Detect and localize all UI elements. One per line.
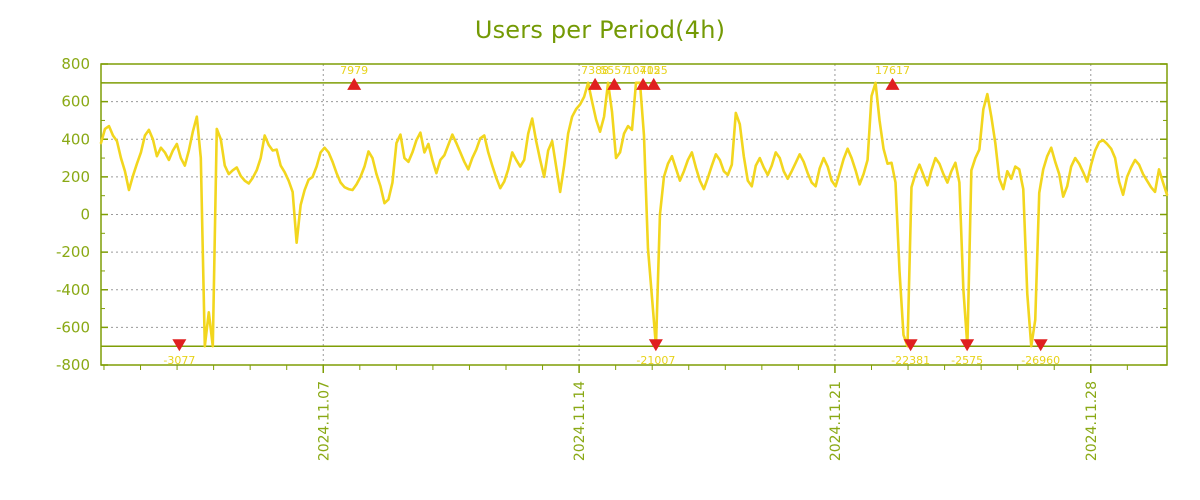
- annotation-value-label: 4025: [640, 64, 668, 77]
- marker-triangle-up: [347, 77, 362, 90]
- annotation-value-label: 7388: [581, 64, 609, 77]
- x-axis-tick-label: 2024.11.28: [1084, 381, 1100, 461]
- x-axis-tick-label: 2024.11.14: [572, 381, 588, 461]
- y-axis-tick-label: 400: [61, 130, 90, 148]
- y-axis-tick-label: -600: [56, 318, 90, 336]
- marker-triangle-down: [1033, 339, 1048, 352]
- marker-triangle-down: [903, 339, 918, 352]
- data-series-users: [99, 81, 1169, 348]
- page-title: Users per Period(4h): [474, 16, 726, 44]
- clip-limit-lines: [101, 82, 1167, 347]
- annotation-value-label: -26960: [1021, 354, 1060, 367]
- annotation-value-label: 7979: [340, 64, 368, 77]
- annotation-value-label: 5557: [600, 64, 628, 77]
- annotation-markers: [172, 77, 1048, 352]
- y-axis-tick-label: 600: [61, 93, 90, 111]
- y-axis-tick-label: 0: [80, 206, 90, 224]
- x-axis-tick-label: 2024.11.07: [316, 381, 332, 461]
- x-axis-tick-label: 2024.11.21: [828, 381, 844, 461]
- annotation-value-label: 17617: [875, 64, 910, 77]
- annotation-value-label: -2575: [951, 354, 983, 367]
- y-axis-tick-label: -800: [56, 356, 90, 374]
- y-axis-ticks: 800 600 400 200 0 -200 -400 -600 -800: [56, 55, 90, 374]
- marker-triangle-up: [885, 77, 900, 90]
- marker-triangle-down: [648, 339, 663, 352]
- x-axis-ticks: 2024.11.07 2024.11.14 2024.11.21 2024.11.28: [316, 381, 1100, 461]
- y-axis-tick-label: -200: [56, 243, 90, 261]
- marker-triangle-up: [588, 77, 603, 90]
- marker-triangle-down: [960, 339, 975, 352]
- marker-triangle-up: [636, 77, 651, 90]
- y-axis-tick-label: -400: [56, 281, 90, 299]
- series-line-users: [99, 81, 1169, 348]
- y-axis-tick-label: 800: [61, 55, 90, 73]
- marker-triangle-up: [607, 77, 622, 90]
- grid-layer: [101, 64, 1167, 365]
- marker-triangle-up: [646, 77, 661, 90]
- annotation-value-label: -3077: [163, 354, 195, 367]
- annotation-value-label: -21007: [636, 354, 675, 367]
- marker-triangle-down: [172, 339, 187, 352]
- y-axis-tick-label: 200: [61, 168, 90, 186]
- annotation-value-label: 10715: [626, 64, 661, 77]
- annotation-value-label: -22381: [891, 354, 930, 367]
